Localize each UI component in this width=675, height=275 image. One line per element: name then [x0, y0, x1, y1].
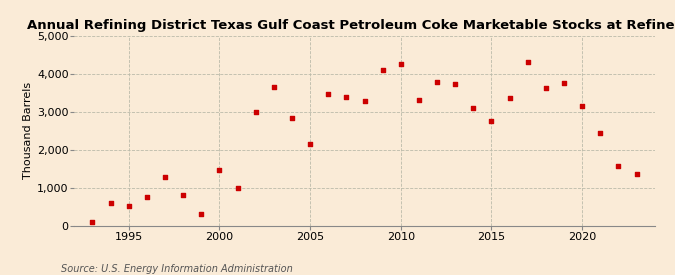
- Point: [269, 84, 279, 89]
- Point: [559, 81, 570, 85]
- Point: [631, 172, 642, 176]
- Point: [541, 86, 551, 90]
- Y-axis label: Thousand Barrels: Thousand Barrels: [23, 82, 33, 179]
- Point: [396, 62, 406, 66]
- Point: [377, 68, 388, 73]
- Point: [232, 186, 243, 191]
- Point: [105, 200, 116, 205]
- Point: [613, 163, 624, 168]
- Point: [87, 220, 98, 225]
- Point: [323, 92, 333, 96]
- Point: [178, 192, 188, 197]
- Text: Source: U.S. Energy Information Administration: Source: U.S. Energy Information Administ…: [61, 264, 292, 274]
- Point: [142, 195, 153, 199]
- Point: [522, 60, 533, 64]
- Title: Annual Refining District Texas Gulf Coast Petroleum Coke Marketable Stocks at Re: Annual Refining District Texas Gulf Coas…: [27, 19, 675, 32]
- Point: [486, 119, 497, 123]
- Point: [341, 95, 352, 99]
- Point: [159, 175, 170, 179]
- Point: [214, 167, 225, 172]
- Point: [576, 104, 587, 109]
- Point: [359, 99, 370, 103]
- Point: [414, 98, 425, 102]
- Point: [504, 96, 515, 100]
- Point: [196, 212, 207, 217]
- Point: [124, 204, 134, 208]
- Point: [595, 131, 605, 135]
- Point: [304, 141, 315, 146]
- Point: [250, 109, 261, 114]
- Point: [468, 106, 479, 110]
- Point: [450, 81, 460, 86]
- Point: [432, 79, 443, 84]
- Point: [286, 116, 297, 120]
